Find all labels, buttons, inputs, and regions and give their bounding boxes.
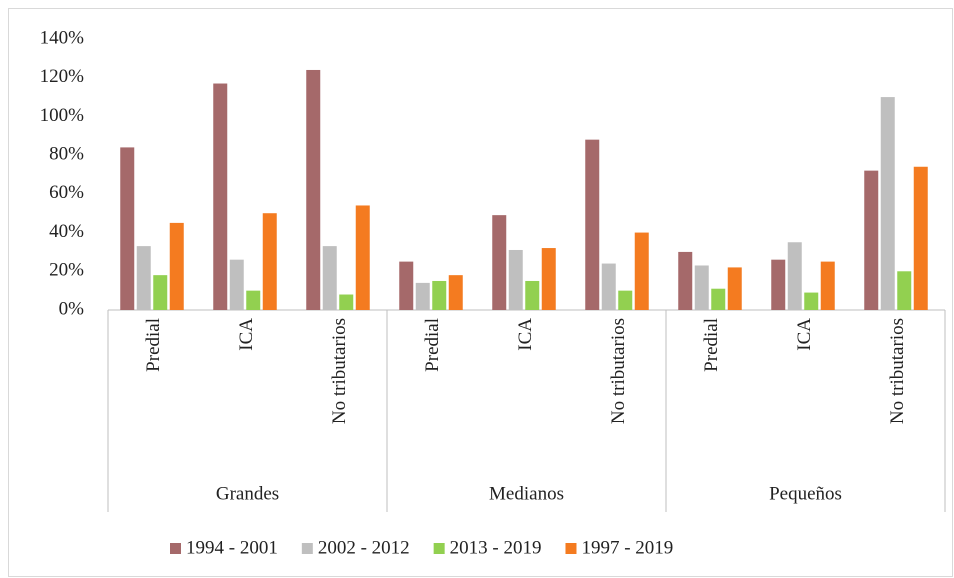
legend-swatch — [170, 543, 181, 554]
bar — [508, 249, 523, 310]
legend-label: 2013 - 2019 — [450, 537, 542, 558]
bar — [448, 275, 463, 310]
legend-label: 1994 - 2001 — [186, 537, 278, 558]
legend-swatch — [565, 543, 577, 554]
bar — [634, 232, 649, 310]
bar — [339, 294, 354, 310]
group-label: Grandes — [216, 483, 279, 504]
x-tick-label: No tributarios — [608, 318, 629, 424]
bar — [711, 288, 726, 310]
legend-label: 2002 - 2012 — [318, 537, 410, 558]
bar — [771, 259, 786, 310]
bar — [399, 261, 414, 310]
bar — [864, 170, 879, 310]
legend-label: 1997 - 2019 — [581, 537, 673, 558]
y-tick-label: 0% — [59, 298, 85, 319]
x-tick-label: Predial — [143, 318, 164, 372]
y-tick-label: 120% — [40, 66, 85, 87]
y-tick-label: 40% — [49, 221, 84, 242]
y-tick-label: 100% — [40, 105, 85, 126]
bar — [913, 166, 928, 310]
legend-swatch — [433, 543, 445, 554]
bar — [246, 290, 261, 310]
bar — [262, 213, 277, 310]
bar — [585, 139, 600, 310]
x-tick-label: Predial — [701, 318, 722, 372]
legend-swatch — [301, 543, 313, 554]
bar — [492, 215, 507, 310]
bar — [213, 83, 228, 311]
bar — [804, 292, 819, 310]
x-tick-label: No tributarios — [887, 318, 908, 424]
bar — [169, 222, 184, 310]
x-tick-label: ICA — [515, 318, 536, 351]
bar — [601, 263, 616, 310]
bar — [820, 261, 835, 310]
bar — [120, 147, 135, 310]
bar — [787, 242, 802, 310]
bar — [880, 97, 895, 310]
y-tick-label: 80% — [49, 144, 84, 165]
bar — [306, 69, 321, 310]
y-tick-label: 60% — [49, 182, 84, 203]
bar — [432, 280, 447, 310]
bar — [322, 246, 337, 310]
bar — [897, 271, 912, 310]
bar — [678, 251, 693, 310]
bar — [618, 290, 633, 310]
bar — [525, 280, 540, 310]
bar — [727, 267, 742, 310]
x-tick-label: Predial — [422, 318, 443, 372]
y-tick-label: 20% — [49, 260, 84, 281]
group-label: Medianos — [489, 483, 564, 504]
bar — [541, 248, 556, 310]
x-tick-label: ICA — [236, 318, 257, 351]
y-tick-label: 140% — [40, 27, 85, 48]
bar — [355, 205, 370, 310]
group-label: Pequeños — [769, 483, 842, 504]
bar — [694, 265, 709, 310]
x-tick-label: No tributarios — [329, 318, 350, 424]
bar — [415, 282, 430, 310]
bar — [229, 259, 244, 310]
bar — [136, 246, 151, 310]
bar — [153, 275, 168, 310]
x-tick-label: ICA — [794, 318, 815, 351]
